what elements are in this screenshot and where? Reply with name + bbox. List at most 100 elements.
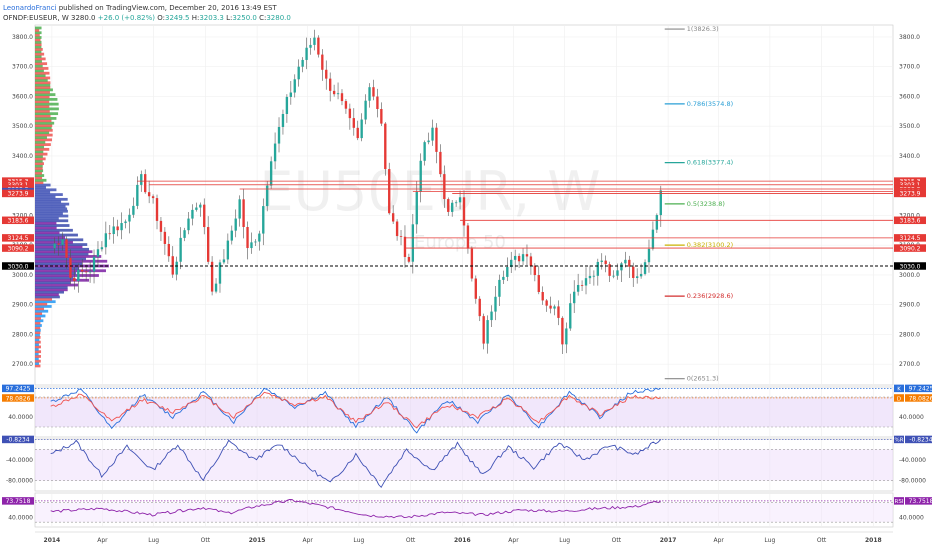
candle <box>478 296 481 322</box>
x-tick-label: Lug <box>148 537 159 544</box>
candle <box>569 293 572 331</box>
candle-body <box>336 93 340 95</box>
price-badge-label: 3183.6 <box>900 218 921 225</box>
volume-profile-bar <box>35 33 40 37</box>
candle-body <box>451 202 454 212</box>
candle <box>356 120 359 141</box>
candle <box>584 267 588 295</box>
volume-profile-bar <box>35 162 44 166</box>
candle-body <box>395 221 399 237</box>
candle-body <box>53 243 56 249</box>
volume-profile-bar <box>35 247 90 251</box>
indicator-key-label: D <box>897 396 901 402</box>
volume-profile-bar <box>35 357 39 361</box>
volume-profile-bar <box>35 305 52 308</box>
candle <box>61 232 64 251</box>
volume-profile-bar <box>35 31 42 35</box>
candle <box>510 251 513 274</box>
candle <box>313 29 316 51</box>
candle-body <box>120 223 123 231</box>
candle-body <box>92 256 96 272</box>
y-tick-label-left: 3500.0 <box>12 123 33 130</box>
candle <box>246 221 249 260</box>
candle-body <box>545 300 548 306</box>
fib-level-label: 0(2651.3) <box>687 375 719 383</box>
candle <box>171 246 174 278</box>
volume-profile-bar <box>35 352 39 356</box>
candle-body <box>100 247 104 250</box>
candle-body <box>600 260 603 262</box>
volume-profile-bar <box>35 166 43 170</box>
candle-body <box>573 291 576 304</box>
author-link[interactable]: LeonardoFranci <box>3 4 57 12</box>
volume-profile-bar <box>35 78 48 82</box>
candle <box>632 262 635 287</box>
volume-profile-bar <box>35 114 51 118</box>
volume-profile-bar <box>35 47 43 51</box>
candle-body <box>317 37 320 55</box>
volume-profile-bar <box>35 183 51 187</box>
candle-body <box>61 239 64 245</box>
x-tick-label: Apr <box>97 537 108 544</box>
candle <box>77 263 80 293</box>
candle <box>502 270 505 284</box>
candle <box>222 249 226 265</box>
volume-profile-bar <box>35 69 44 73</box>
candle-body <box>419 160 422 192</box>
candle-body <box>651 229 655 249</box>
volume-profile-bar <box>35 152 48 156</box>
volume-profile-bar <box>35 328 41 332</box>
price-badge <box>2 435 34 444</box>
price-badge <box>894 244 926 252</box>
volume-profile-bar <box>35 181 44 185</box>
candle <box>277 117 281 153</box>
y-tick-label-right: 3000.0 <box>899 272 920 279</box>
price-badge <box>2 180 34 189</box>
volume-profile-bar <box>35 212 63 216</box>
volume-profile-bar <box>35 147 50 151</box>
candle <box>517 253 521 268</box>
candle-body <box>380 109 383 124</box>
candle <box>655 213 659 234</box>
price-badge-label: 73.7518 <box>909 498 932 505</box>
price-badge <box>894 262 926 270</box>
candle-body <box>147 192 151 197</box>
volume-profile-bar <box>35 343 39 346</box>
candle <box>439 144 442 178</box>
candle <box>104 221 108 255</box>
candle <box>588 265 592 284</box>
chart-header: LeonardoFranci published on TradingView.… <box>3 3 291 23</box>
candle-body <box>521 254 525 262</box>
candle <box>167 236 170 262</box>
candle-body <box>246 226 249 249</box>
volume-profile-bar <box>35 207 68 211</box>
candle <box>364 94 367 125</box>
candle-body <box>443 174 446 200</box>
volume-profile-bar <box>35 362 39 365</box>
x-tick-label: Apr <box>508 537 519 544</box>
candle-body <box>144 174 147 193</box>
volume-profile-bar <box>35 209 68 213</box>
candle <box>289 81 293 105</box>
volume-profile-bar <box>35 119 52 123</box>
candle <box>604 255 607 273</box>
indicator-key-label: %R <box>894 438 903 444</box>
volume-profile-bar <box>35 88 53 92</box>
fib-level-label: 1(3826.3) <box>687 25 719 33</box>
candle-body <box>140 174 143 185</box>
candle-body <box>576 284 580 292</box>
candle-body <box>435 127 438 152</box>
volume-profile-bar <box>35 90 50 94</box>
candle <box>537 265 540 295</box>
volume-profile-bar <box>35 155 43 158</box>
x-tick-label: 2016 <box>454 537 471 544</box>
indicator-line-RSI <box>50 498 662 519</box>
volume-profile-bar <box>35 188 57 192</box>
y-tick-label-right: 3700.0 <box>899 64 920 71</box>
candle <box>596 258 599 286</box>
panel-frame-2 <box>34 438 894 492</box>
candle-body <box>612 275 615 277</box>
volume-profile-bar <box>35 221 57 225</box>
c-value: 3280.0 <box>266 14 291 22</box>
